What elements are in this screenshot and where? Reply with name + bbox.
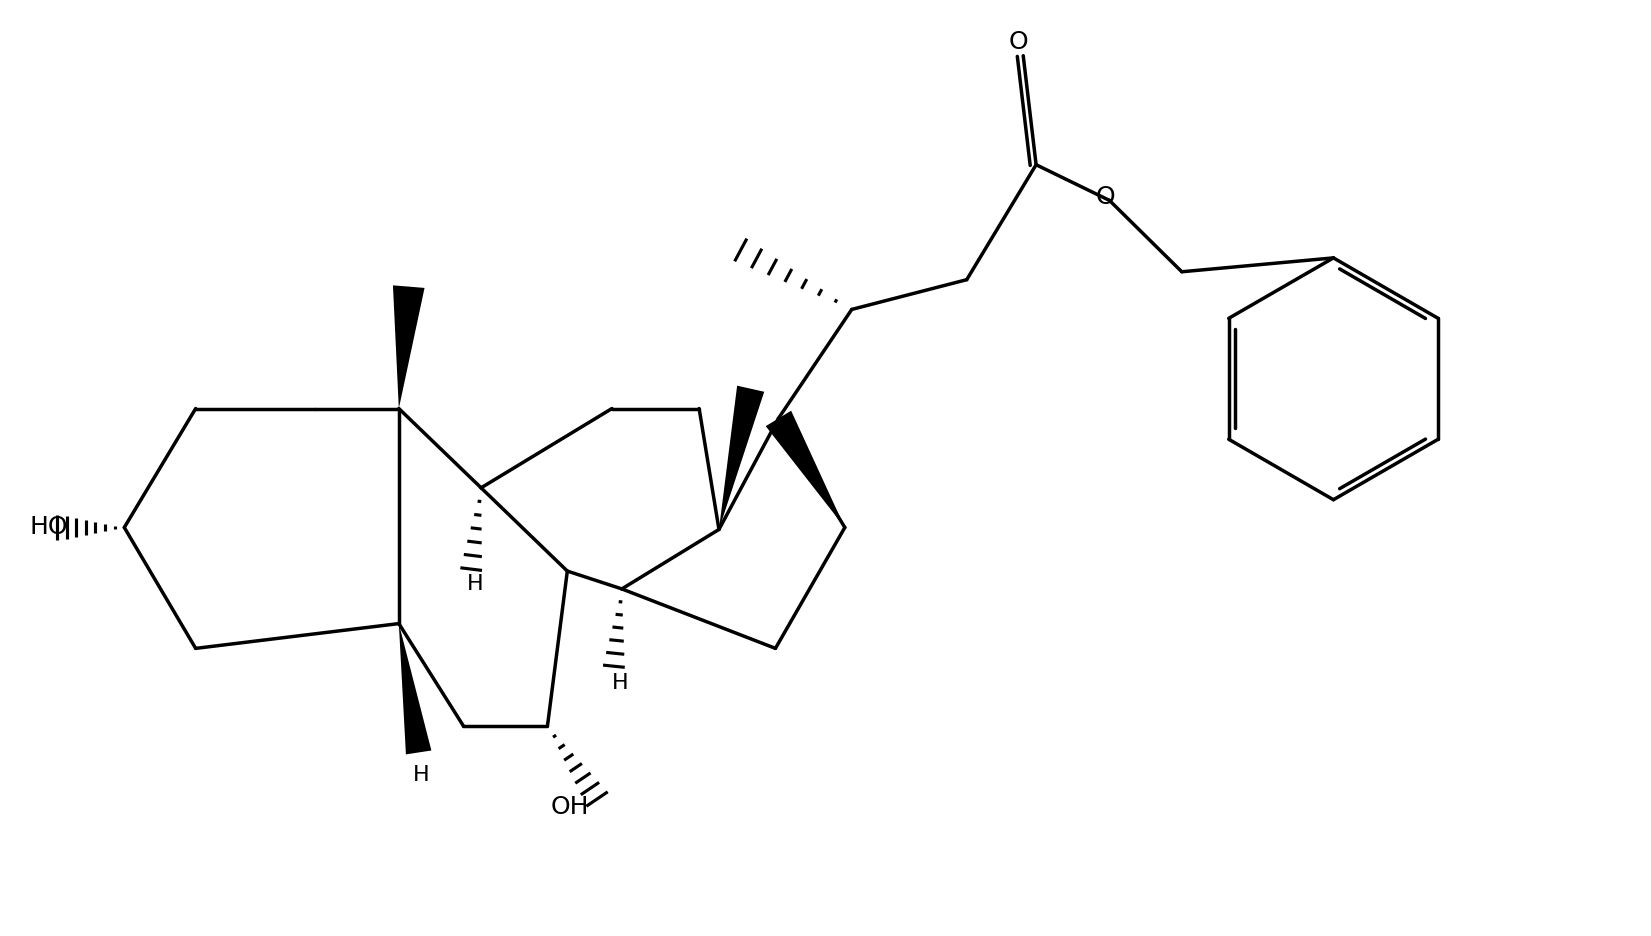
Polygon shape [718,386,764,530]
Text: H: H [413,766,429,785]
Text: HO: HO [30,516,68,539]
Text: H: H [467,574,484,594]
Text: OH: OH [550,795,589,819]
Polygon shape [393,285,424,408]
Text: O: O [1009,30,1029,54]
Text: O: O [1096,185,1116,210]
Polygon shape [766,411,845,528]
Polygon shape [400,623,431,754]
Text: H: H [611,673,627,693]
